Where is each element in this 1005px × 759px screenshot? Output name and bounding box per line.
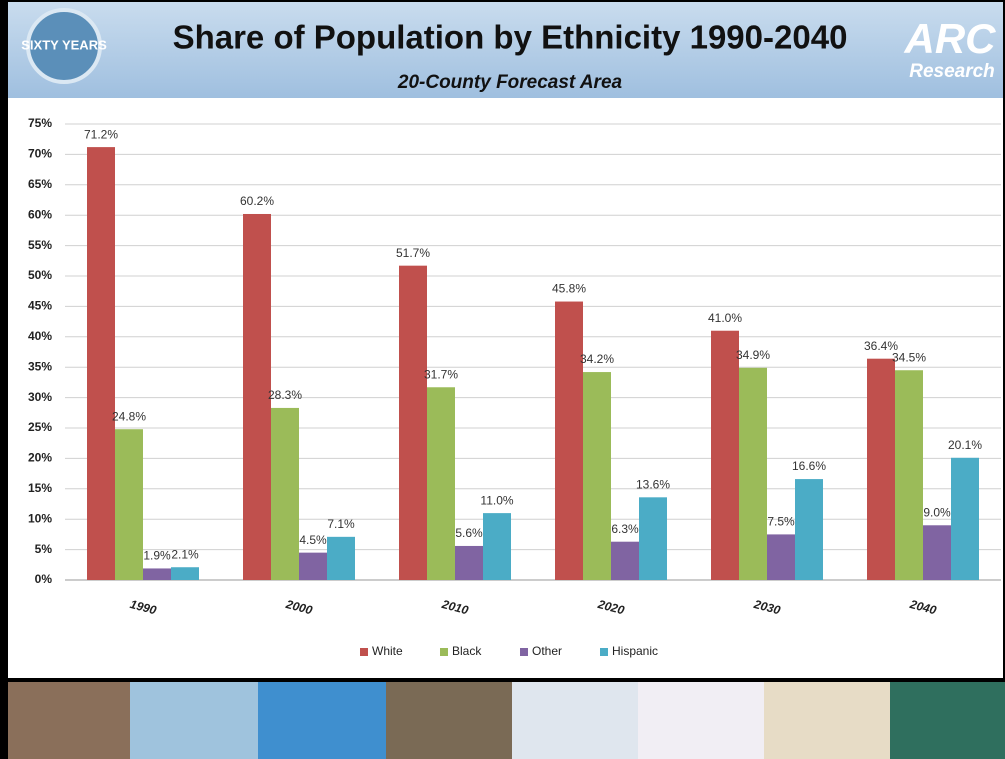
y-tick-label: 65% (28, 177, 52, 191)
value-label: 7.5% (767, 515, 795, 529)
value-label: 71.2% (84, 127, 118, 141)
value-label: 34.9% (736, 348, 770, 362)
y-tick-label: 30% (28, 390, 52, 404)
bar (427, 387, 455, 580)
photo (386, 682, 512, 759)
legend-label: Black (452, 644, 482, 658)
bar (143, 568, 171, 580)
y-tick-label: 55% (28, 238, 52, 252)
bar (951, 457, 979, 580)
bar (299, 552, 327, 580)
y-tick-label: 35% (28, 359, 52, 373)
y-tick-label: 75% (28, 116, 52, 130)
y-tick-label: 25% (28, 420, 52, 434)
y-tick-label: 0% (35, 572, 53, 586)
photo (130, 682, 258, 759)
logo: ARC (904, 15, 997, 62)
bar (895, 370, 923, 580)
value-label: 2.1% (171, 547, 199, 561)
value-label: 1.9% (143, 549, 171, 563)
value-label: 9.0% (923, 505, 951, 519)
bar (243, 213, 271, 580)
value-label: 45.8% (552, 282, 586, 296)
bar (639, 497, 667, 580)
legend-swatch (520, 648, 528, 656)
y-tick-label: 5% (35, 542, 53, 556)
photo-strip (8, 682, 1005, 759)
y-tick-label: 50% (28, 268, 52, 282)
value-label: 28.3% (268, 388, 302, 402)
y-tick-label: 40% (28, 329, 52, 343)
value-label: 16.6% (792, 459, 826, 473)
y-tick-label: 15% (28, 481, 52, 495)
legend-swatch (440, 648, 448, 656)
photo (258, 682, 386, 759)
bar (611, 541, 639, 580)
y-tick-label: 70% (28, 147, 52, 161)
photo (890, 682, 1005, 759)
photo (764, 682, 890, 759)
chart-subtitle: 20-County Forecast Area (397, 72, 623, 93)
badge (26, 8, 102, 84)
bar (399, 265, 427, 580)
bar (867, 358, 895, 580)
value-label: 34.5% (892, 350, 926, 364)
photo (512, 682, 638, 759)
bar (483, 513, 511, 580)
value-label: 34.2% (580, 352, 614, 366)
header-band (8, 2, 1003, 98)
bar (171, 567, 199, 580)
value-label: 31.7% (424, 367, 458, 381)
value-label: 60.2% (240, 194, 274, 208)
photo (8, 682, 130, 759)
value-label: 13.6% (636, 477, 670, 491)
bar (739, 367, 767, 580)
bar (923, 525, 951, 580)
value-label: 4.5% (299, 533, 327, 547)
value-label: 6.3% (611, 522, 639, 536)
bar (795, 479, 823, 580)
bar (115, 429, 143, 580)
badge-text: SIXTY YEARS (21, 37, 107, 52)
legend-label: Hispanic (612, 644, 658, 658)
y-tick-label: 60% (28, 207, 52, 221)
value-label: 7.1% (327, 517, 355, 531)
bar (711, 330, 739, 580)
y-tick-label: 20% (28, 451, 52, 465)
bar (271, 407, 299, 580)
value-label: 51.7% (396, 246, 430, 260)
legend-label: White (372, 644, 403, 658)
chart-title: Share of Population by Ethnicity 1990-20… (173, 19, 848, 56)
y-tick-label: 45% (28, 299, 52, 313)
bar (455, 545, 483, 580)
value-label: 41.0% (708, 311, 742, 325)
y-tick-label: 10% (28, 511, 52, 525)
x-tick-label: 1990 (129, 597, 159, 618)
legend-swatch (360, 648, 368, 656)
value-label: 5.6% (455, 526, 483, 540)
value-label: 36.4% (864, 339, 898, 353)
bar (87, 147, 115, 580)
value-label: 24.8% (112, 409, 146, 423)
value-label: 11.0% (480, 493, 513, 507)
legend-label: Other (532, 644, 562, 658)
legend-swatch (600, 648, 608, 656)
bar (767, 534, 795, 580)
bar (327, 536, 355, 580)
logo-sub: Research (909, 61, 995, 82)
value-label: 20.1% (948, 438, 982, 452)
bar (555, 301, 583, 580)
bar (583, 372, 611, 580)
photo (638, 682, 764, 759)
